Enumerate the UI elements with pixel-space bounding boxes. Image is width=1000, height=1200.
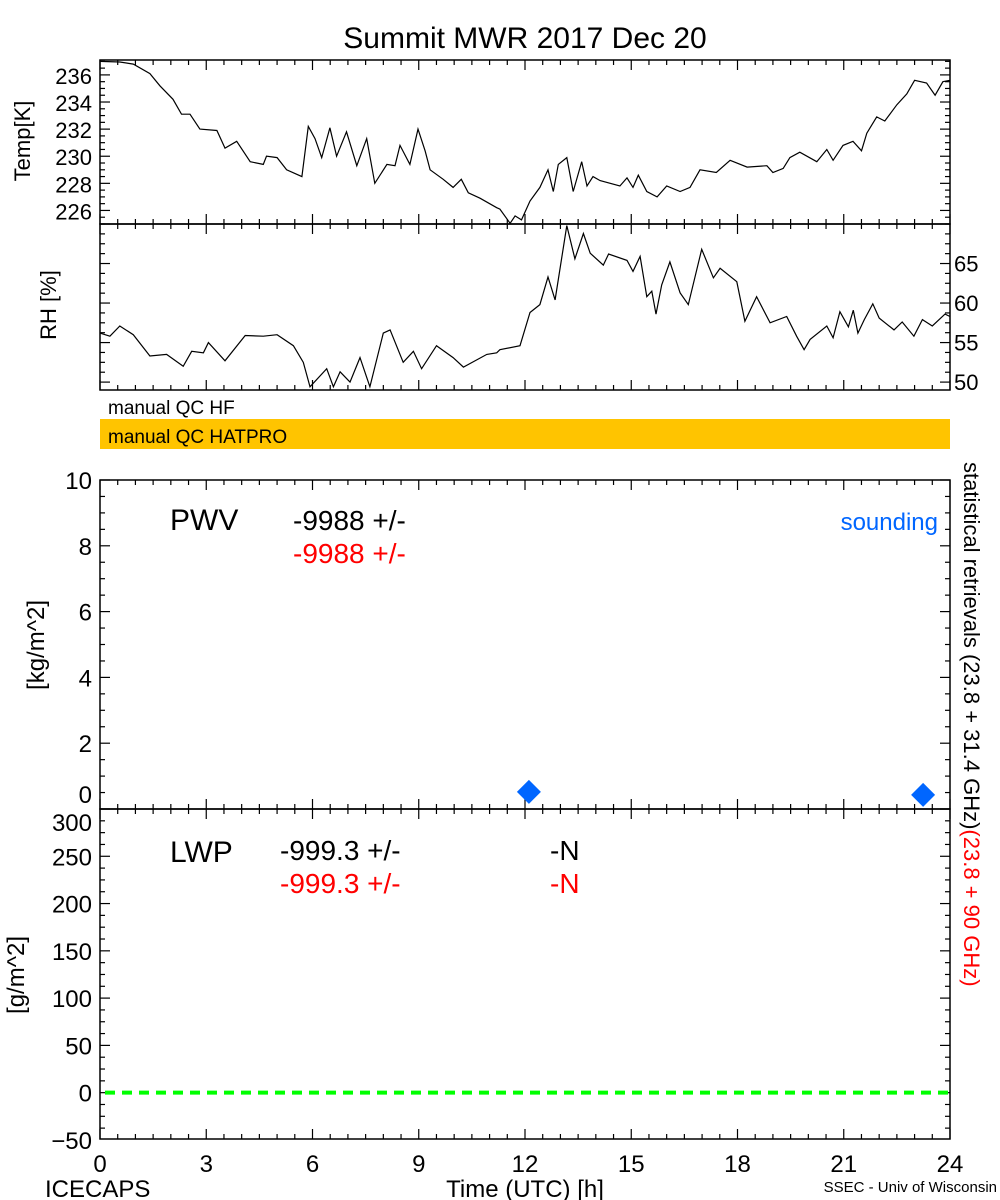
x-tick-label: 9 bbox=[412, 1151, 425, 1178]
lwp-ytick-label: −50 bbox=[51, 1128, 92, 1155]
pwv-value-black: -9988 +/- bbox=[293, 505, 406, 536]
lwp-n-black: -N bbox=[550, 835, 580, 866]
rh-ytick-label: 60 bbox=[954, 291, 978, 316]
pwv-ytick-label: 0 bbox=[79, 782, 92, 809]
rh-ytick-label: 55 bbox=[954, 331, 978, 356]
x-tick-label: 12 bbox=[512, 1151, 539, 1178]
temp-ytick-label: 226 bbox=[55, 199, 92, 224]
lwp-value-red: -999.3 +/- bbox=[280, 868, 401, 899]
right-vertical-label: statistical retrievals (23.8 + 31.4 GHz)… bbox=[959, 462, 984, 987]
x-tick-label: 15 bbox=[618, 1151, 645, 1178]
right-label-black: statistical retrievals (23.8 + 31.4 GHz) bbox=[959, 462, 984, 829]
lwp-ytick-label: 100 bbox=[52, 986, 92, 1013]
lwp-ytick-label: 0 bbox=[79, 1081, 92, 1108]
lwp-ytick-label: 150 bbox=[52, 939, 92, 966]
chart-title: Summit MWR 2017 Dec 20 bbox=[343, 22, 706, 55]
qc-hatpro-bar bbox=[100, 419, 950, 449]
temp-ytick-label: 234 bbox=[55, 91, 92, 116]
pwv-ytick-label: 6 bbox=[79, 600, 92, 627]
qc-hf-label: manual QC HF bbox=[108, 398, 235, 419]
lwp-n-red: -N bbox=[550, 868, 580, 899]
rh-ylabel: RH [%] bbox=[36, 270, 61, 340]
footer-ssec: SSEC - Univ of Wisconsin bbox=[824, 1179, 997, 1196]
lwp-ytick-label: 300 bbox=[52, 810, 92, 837]
pwv-value-red: -9988 +/- bbox=[293, 538, 406, 569]
qc-hatpro-label: manual QC HATPRO bbox=[108, 427, 287, 448]
temp-series-line bbox=[99, 60, 951, 225]
pwv-ytick-label: 10 bbox=[65, 468, 92, 495]
pwv-ytick-label: 4 bbox=[79, 665, 92, 692]
lwp-ylabel: [g/m^2] bbox=[3, 936, 30, 1014]
rh-ytick-label: 50 bbox=[954, 370, 978, 395]
pwv-ytick-label: 8 bbox=[79, 534, 92, 561]
rh-ytick-label: 65 bbox=[954, 252, 978, 277]
sounding-point bbox=[911, 782, 936, 807]
x-axis-label: Time (UTC) [h] bbox=[446, 1176, 604, 1200]
temp-frame bbox=[99, 59, 951, 225]
sounding-legend: sounding bbox=[841, 509, 938, 536]
temp-ytick-label: 228 bbox=[55, 172, 92, 197]
temp-ylabel: Temp[K] bbox=[10, 101, 35, 182]
x-tick-label: 21 bbox=[830, 1151, 857, 1178]
rh-series-line bbox=[99, 225, 951, 389]
pwv-ylabel: [kg/m^2] bbox=[23, 600, 50, 690]
lwp-ytick-label: 200 bbox=[52, 892, 92, 919]
x-tick-label: 0 bbox=[93, 1151, 106, 1178]
lwp-ytick-label: 250 bbox=[52, 844, 92, 871]
temp-ytick-label: 232 bbox=[55, 118, 92, 143]
x-tick-label: 6 bbox=[306, 1151, 319, 1178]
lwp-label: LWP bbox=[170, 836, 233, 869]
pwv-label: PWV bbox=[170, 504, 238, 537]
pwv-ytick-label: 2 bbox=[79, 731, 92, 758]
footer-icecaps: ICECAPS bbox=[45, 1176, 150, 1200]
sounding-point bbox=[516, 779, 541, 804]
temp-ytick-label: 230 bbox=[55, 145, 92, 170]
rh-frame bbox=[99, 223, 951, 391]
right-label-red: (23.8 + 90 GHz) bbox=[959, 829, 984, 986]
temp-ytick-label: 236 bbox=[55, 64, 92, 89]
x-tick-label: 24 bbox=[937, 1151, 964, 1178]
x-tick-label: 18 bbox=[724, 1151, 751, 1178]
lwp-ytick-label: 50 bbox=[65, 1033, 92, 1060]
x-tick-label: 3 bbox=[200, 1151, 213, 1178]
lwp-value-black: -999.3 +/- bbox=[280, 835, 401, 866]
